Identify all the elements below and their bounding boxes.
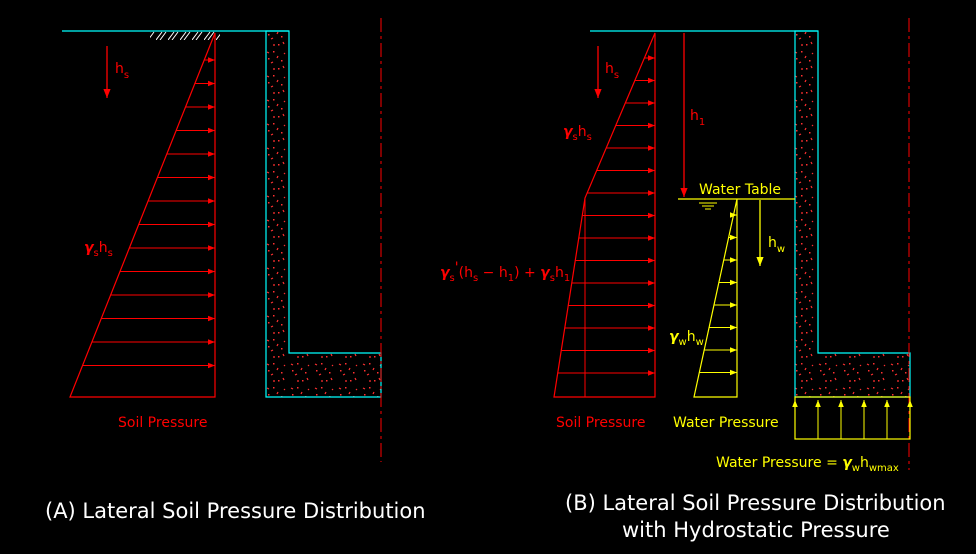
caption-b-line1: (B) Lateral Soil Pressure Distribution bbox=[565, 491, 946, 515]
retaining-wall bbox=[794, 30, 911, 398]
depth-label: hs bbox=[115, 61, 129, 81]
water-pressure-expression: γwhw bbox=[669, 329, 704, 348]
combined-soil-expression: γs'(hs − h1) + γsh1 bbox=[440, 260, 570, 284]
soil-pressure-label: Soil Pressure bbox=[556, 415, 645, 431]
soil-pressure-label: Soil Pressure bbox=[118, 415, 207, 431]
uplift-pressure bbox=[792, 396, 913, 440]
caption-a: (A) Lateral Soil Pressure Distribution bbox=[45, 499, 426, 523]
diagram-a: hs γshs Soil Pressure (A) Lateral Soil P… bbox=[45, 18, 426, 523]
ground-hatch bbox=[150, 31, 220, 41]
depth-label: hs bbox=[605, 61, 619, 81]
water-table-label: Water Table bbox=[699, 182, 781, 198]
hw-label: hw bbox=[768, 235, 785, 255]
soil-pressure-expression: γshs bbox=[84, 240, 113, 259]
soil-pressure-diagram bbox=[553, 32, 656, 398]
soil-pressure-triangle bbox=[69, 32, 216, 398]
retaining-wall bbox=[265, 30, 382, 398]
diagram-b: hs h1 γshs γs'(hs − h1) + γsh1 Water Tab… bbox=[440, 18, 946, 542]
water-pressure-triangle bbox=[693, 198, 738, 398]
uplift-pressure-label: Water Pressure = γwhwmax bbox=[716, 455, 899, 474]
upper-soil-expression: γshs bbox=[563, 124, 592, 143]
caption-b-line2: with Hydrostatic Pressure bbox=[622, 518, 890, 542]
h1-label: h1 bbox=[690, 108, 705, 128]
water-pressure-label: Water Pressure bbox=[673, 415, 779, 431]
water-table-symbol bbox=[699, 202, 717, 210]
